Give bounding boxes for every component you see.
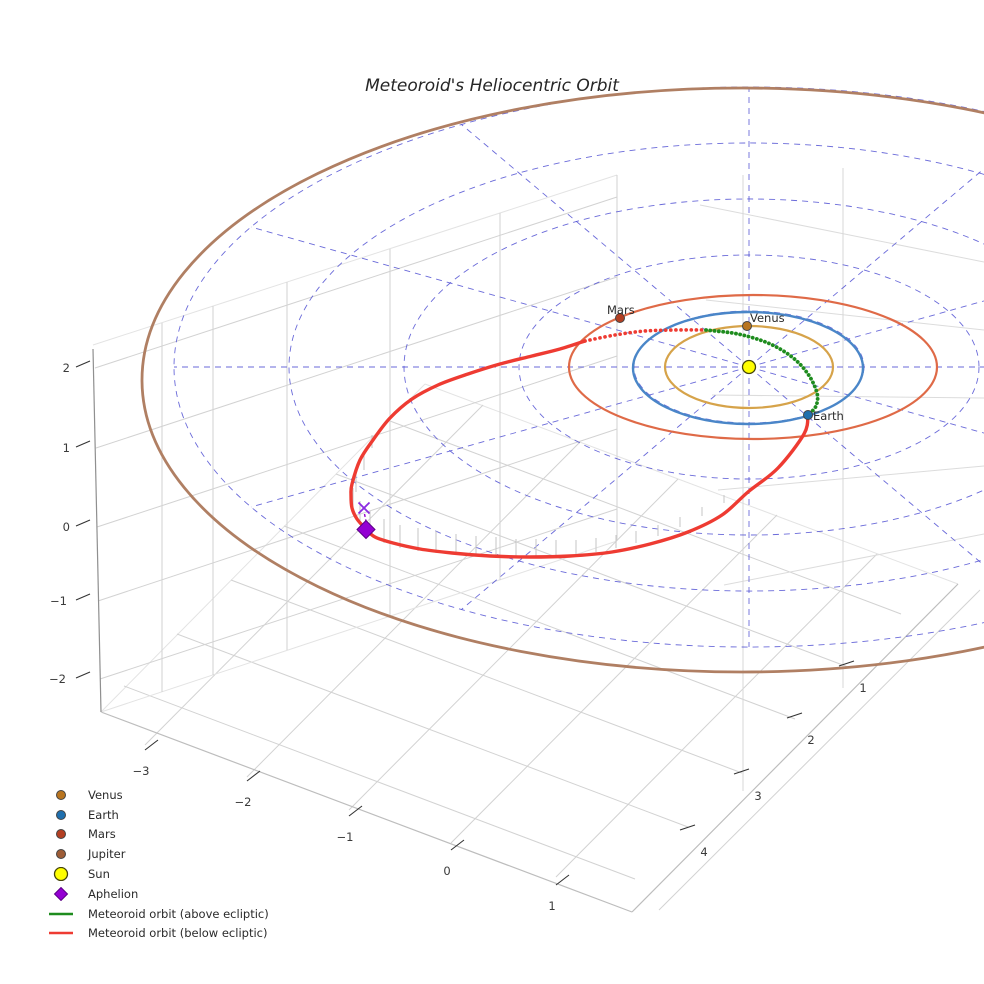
- ecliptic-spoke: [461, 366, 750, 610]
- meteoroid-orbit-above-ecliptic: [704, 328, 820, 417]
- legend-label: Meteoroid orbit (below ecliptic): [88, 926, 268, 941]
- meteoroid-orbit-below-ecliptic: [349, 339, 810, 559]
- legend-item-jupiter: Jupiter: [44, 844, 269, 864]
- legend-marker-dot-large: [53, 867, 69, 882]
- y-tick-label: 4: [700, 845, 707, 859]
- legend-label: Mars: [88, 827, 116, 842]
- earth-orbit: [631, 310, 865, 426]
- x-tick-mark: [144, 739, 159, 751]
- mars-marker: [615, 313, 625, 323]
- legend-label: Venus: [88, 787, 123, 802]
- z-tick-mark: [75, 671, 91, 679]
- y-tick-mark: [786, 712, 803, 719]
- y-tick-label: 1: [859, 681, 866, 695]
- x-tick-mark: [246, 770, 261, 782]
- planet-label-earth: Earth: [813, 409, 844, 423]
- z-tick-mark: [75, 440, 91, 448]
- legend-marker-dot: [56, 789, 66, 800]
- plot-title: Meteoroid's Heliocentric Orbit: [365, 76, 619, 96]
- planet-labels: Mars Venus Earth: [607, 303, 844, 423]
- z-tick-mark: [75, 360, 91, 368]
- axis-ticks: 2 1 0 −1 −2 −3 −2 −1 0 1 1 2 3 4: [49, 360, 867, 913]
- legend-item-earth: Earth: [44, 805, 269, 825]
- ecliptic-spoke: [461, 124, 750, 368]
- ecliptic-polar-grid: [173, 86, 984, 648]
- y-tick-label: 2: [807, 733, 814, 747]
- sun-marker: [741, 359, 757, 375]
- jupiter-orbit: [140, 86, 984, 674]
- legend-label: Earth: [88, 807, 119, 822]
- legend-marker-line: [49, 912, 73, 915]
- right-wall-grid: [699, 168, 984, 791]
- meteoroid-orbit-below-dotted: [583, 328, 708, 343]
- z-tick-label: −2: [49, 672, 66, 686]
- z-tick-label: 2: [63, 361, 70, 375]
- venus-marker: [742, 321, 752, 331]
- legend-marker-dot: [56, 809, 66, 820]
- mars-orbit: [567, 293, 939, 441]
- legend-item-meteoroid-orbit-above-ecliptic: Meteoroid orbit (above ecliptic): [44, 904, 269, 924]
- x-tick-label: 0: [443, 864, 450, 878]
- legend-marker-dot: [56, 849, 66, 860]
- x-tick-mark: [348, 805, 363, 817]
- legend-marker-diamond: [53, 886, 69, 901]
- ecliptic-spoke: [748, 168, 984, 368]
- planet-label-venus: Venus: [750, 311, 785, 325]
- x-tick-mark: [555, 874, 570, 886]
- y-tick-label: 3: [754, 789, 761, 803]
- aphelion-connector: [363, 513, 367, 522]
- floor-grid: [100, 383, 981, 913]
- legend-label: Meteoroid orbit (above ecliptic): [88, 906, 269, 921]
- y-tick-mark: [733, 768, 750, 775]
- aphelion-x-marker: [357, 501, 371, 515]
- y-tick-mark: [838, 660, 855, 667]
- legend-marker-line: [49, 932, 73, 935]
- legend-item-meteoroid-orbit-below-ecliptic: Meteoroid orbit (below ecliptic): [44, 924, 269, 944]
- left-wall-grid: [92, 174, 618, 713]
- x-tick-label: −3: [133, 764, 150, 778]
- legend-marker-dot: [56, 829, 66, 840]
- x-tick-label: −2: [235, 795, 252, 809]
- legend-item-venus: Venus: [44, 785, 269, 805]
- z-tick-label: 0: [63, 520, 70, 534]
- markers: [356, 313, 813, 540]
- legend-item-mars: Mars: [44, 825, 269, 845]
- x-tick-mark: [450, 839, 465, 851]
- ecliptic-spoke: [250, 366, 750, 508]
- legend: Venus Earth Mars Jupiter Sun Aphelion Meteoroi…: [44, 785, 269, 943]
- y-tick-mark: [679, 824, 696, 831]
- legend-label: Jupiter: [88, 847, 126, 862]
- z-tick-label: 1: [63, 441, 70, 455]
- planet-orbits: [140, 86, 984, 674]
- earth-marker: [803, 410, 813, 420]
- ecliptic-spoke: [748, 366, 984, 566]
- legend-label: Aphelion: [88, 886, 139, 901]
- z-tick-mark: [75, 519, 91, 527]
- ecliptic-spoke: [250, 226, 750, 368]
- aphelion-marker: [356, 519, 376, 540]
- x-tick-label: −1: [337, 830, 354, 844]
- planet-label-mars: Mars: [607, 303, 635, 317]
- legend-label: Sun: [88, 867, 110, 882]
- z-tick-mark: [75, 593, 91, 601]
- z-tick-label: −1: [50, 594, 67, 608]
- legend-item-sun: Sun: [44, 864, 269, 884]
- x-tick-label: 1: [548, 899, 555, 913]
- legend-item-aphelion: Aphelion: [44, 884, 269, 904]
